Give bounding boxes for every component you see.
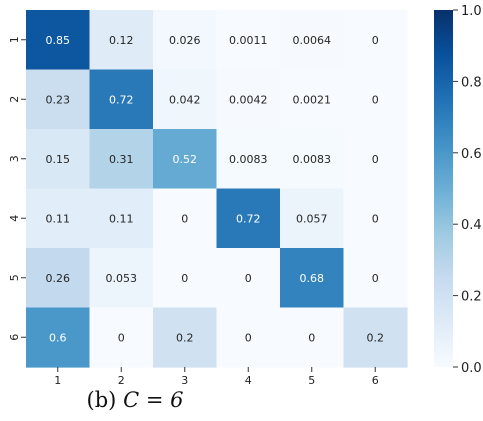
- cell-value-label: 0.0021: [293, 93, 332, 106]
- cell-value-label: 0.042: [169, 93, 201, 106]
- cell-value-label: 0.2: [176, 331, 194, 344]
- colorbar-tick-label: 0.6: [461, 147, 482, 162]
- cell-value-label: 0: [118, 331, 125, 344]
- figure-caption: (b) C = 6: [0, 388, 270, 412]
- heatmap-cell: [26, 129, 91, 190]
- cell-value-label: 0.053: [106, 272, 138, 285]
- heatmap-cell: [153, 188, 218, 249]
- y-tick-label: 1: [8, 36, 21, 43]
- y-tick-label: 6: [8, 334, 21, 341]
- x-tick-label: 1: [54, 374, 61, 387]
- colorbar-tick-label: 0.4: [461, 218, 482, 233]
- cell-value-label: 0: [372, 153, 379, 166]
- cell-value-label: 0.31: [109, 153, 134, 166]
- heatmap-cell: [153, 129, 218, 190]
- cell-value-label: 0.0083: [229, 153, 268, 166]
- cell-value-label: 0.11: [46, 212, 71, 225]
- heatmap-cell: [26, 69, 91, 130]
- heatmap-cell: [153, 10, 218, 71]
- cell-value-label: 0.0083: [293, 153, 332, 166]
- heatmap-cell: [280, 307, 345, 368]
- cell-value-label: 0.85: [46, 34, 71, 47]
- heatmap-cell: [280, 10, 345, 71]
- heatmap-cell: [343, 188, 408, 249]
- heatmap-cell: [216, 69, 281, 130]
- cell-value-label: 0: [245, 331, 252, 344]
- heatmap-cell: [343, 129, 408, 190]
- cell-value-label: 0.057: [296, 212, 328, 225]
- cell-value-label: 0.52: [173, 153, 198, 166]
- heatmap-cell: [89, 69, 154, 130]
- cell-value-label: 0.68: [300, 272, 325, 285]
- heatmap-cell: [89, 129, 154, 190]
- cell-value-label: 0.6: [49, 331, 67, 344]
- cell-value-label: 0.0042: [229, 93, 268, 106]
- caption-math: C = 6: [123, 388, 184, 412]
- heatmap-cell: [216, 248, 281, 309]
- heatmap-cell: [216, 188, 281, 249]
- heatmap-cell: [343, 10, 408, 71]
- cell-value-label: 0.72: [236, 212, 261, 225]
- colorbar-tick-label: 0.2: [461, 290, 482, 305]
- heatmap-cell: [280, 188, 345, 249]
- heatmap-cell: [343, 69, 408, 130]
- x-tick-label: 2: [118, 374, 125, 387]
- heatmap-cell: [280, 248, 345, 309]
- heatmap-cell: [216, 307, 281, 368]
- cell-value-label: 0.0064: [293, 34, 332, 47]
- heatmap-cell: [89, 248, 154, 309]
- cell-value-label: 0.15: [46, 153, 71, 166]
- heatmap-cell: [26, 10, 91, 71]
- heatmap-cell: [89, 188, 154, 249]
- cell-value-label: 0.72: [109, 93, 134, 106]
- heatmap-cell: [280, 69, 345, 130]
- cell-value-label: 0: [308, 331, 315, 344]
- heatmap-cell: [216, 10, 281, 71]
- cell-value-label: 0: [372, 93, 379, 106]
- heatmap-cell: [89, 10, 154, 71]
- y-tick-label: 5: [8, 274, 21, 281]
- heatmap-cell: [153, 69, 218, 130]
- cell-value-label: 0.12: [109, 34, 134, 47]
- heatmap-cell: [26, 188, 91, 249]
- heatmap-cell: [26, 248, 91, 309]
- colorbar-tick-label: 0.8: [461, 75, 482, 90]
- cell-value-label: 0: [372, 34, 379, 47]
- cell-value-label: 0.2: [367, 331, 385, 344]
- colorbar-tick-label: 1.0: [461, 4, 482, 19]
- x-tick-label: 4: [245, 374, 252, 387]
- heatmap-cell: [216, 129, 281, 190]
- cell-value-label: 0.026: [169, 34, 201, 47]
- cell-value-label: 0.0011: [229, 34, 268, 47]
- cell-value-label: 0.23: [46, 93, 71, 106]
- cell-value-label: 0: [181, 272, 188, 285]
- y-tick-label: 3: [8, 155, 21, 162]
- x-tick-label: 6: [372, 374, 379, 387]
- cell-value-label: 0.26: [46, 272, 71, 285]
- heatmap-cell: [153, 307, 218, 368]
- y-tick-label: 4: [8, 215, 21, 222]
- x-tick-label: 3: [181, 374, 188, 387]
- heatmap-cell: [343, 307, 408, 368]
- caption-label: (b): [86, 388, 117, 412]
- x-tick-label: 5: [308, 374, 315, 387]
- colorbar-scale: [434, 10, 453, 367]
- heatmap-cell: [153, 248, 218, 309]
- heatmap-cell: [89, 307, 154, 368]
- cell-value-label: 0: [372, 272, 379, 285]
- y-tick-label: 2: [8, 96, 21, 103]
- heatmap-cell: [26, 307, 91, 368]
- cell-value-label: 0: [181, 212, 188, 225]
- heatmap-cell: [343, 248, 408, 309]
- heatmap-cell: [280, 129, 345, 190]
- cell-value-label: 0: [372, 212, 379, 225]
- cell-value-label: 0: [245, 272, 252, 285]
- colorbar-tick-label: 0.0: [461, 361, 482, 376]
- cell-value-label: 0.11: [109, 212, 134, 225]
